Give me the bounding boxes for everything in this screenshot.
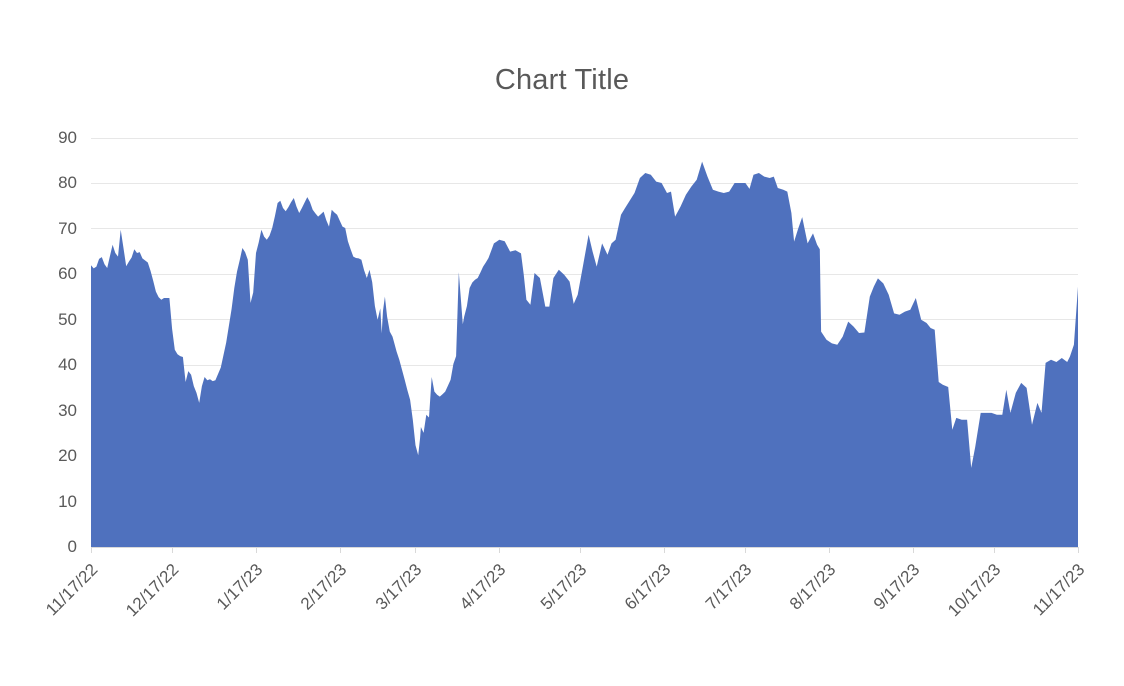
x-axis-tick [994, 547, 996, 553]
y-axis-label: 80 [58, 173, 77, 193]
x-axis-line [91, 547, 1078, 548]
gridline [91, 137, 1078, 139]
x-axis-tick [255, 547, 257, 553]
area-series [91, 161, 1078, 547]
x-axis-tick [664, 547, 666, 553]
x-axis-tick [1078, 547, 1079, 553]
y-axis-label: 40 [58, 355, 77, 375]
x-axis-tick [745, 547, 747, 553]
gridline [91, 182, 1078, 184]
x-axis-tick [339, 547, 341, 553]
series-fill [91, 161, 1078, 547]
x-axis-tick [415, 547, 417, 553]
y-axis-label: 30 [58, 400, 77, 420]
y-axis-label: 70 [58, 218, 77, 238]
x-axis-tick [172, 547, 174, 553]
x-axis-tick [499, 547, 501, 553]
x-axis-tick [91, 547, 92, 553]
x-axis-tick [913, 547, 915, 553]
x-axis-tick [580, 547, 582, 553]
y-axis-label: 10 [58, 491, 77, 511]
y-axis-label: 90 [58, 128, 77, 147]
y-axis-label: 20 [58, 446, 77, 466]
y-axis-label: 50 [58, 309, 77, 329]
x-axis-tick [829, 547, 831, 553]
chart-title: Chart Title [494, 64, 630, 96]
y-axis-label: 60 [58, 264, 77, 284]
gridline [91, 228, 1078, 230]
y-axis-label: 0 [67, 537, 77, 556]
